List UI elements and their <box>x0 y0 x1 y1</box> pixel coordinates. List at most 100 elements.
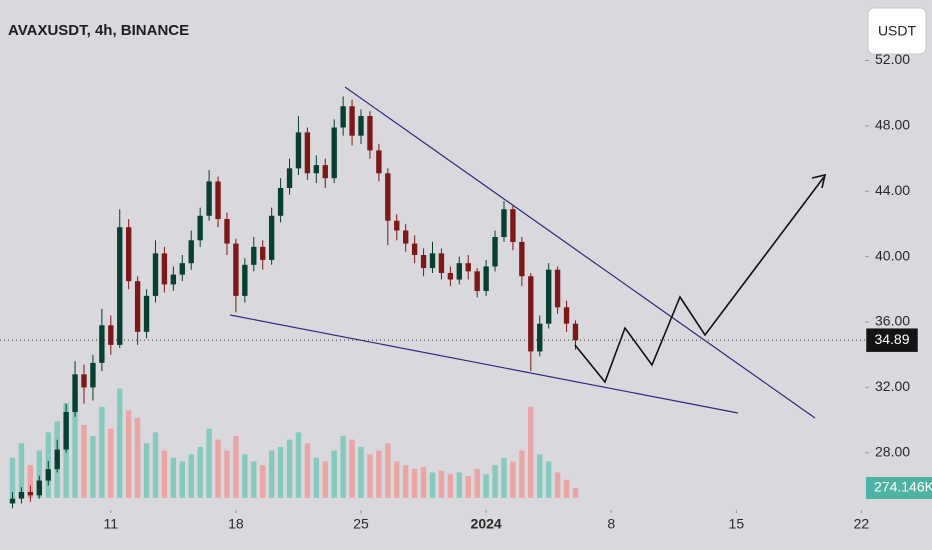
volume-bar <box>510 461 516 498</box>
forecast-arrowhead <box>811 173 827 189</box>
volume-bar <box>9 457 16 498</box>
volume-bar <box>563 479 570 498</box>
candle-body <box>242 264 248 296</box>
y-tick-label: 44.00 <box>875 182 910 198</box>
volume-bar <box>36 450 42 498</box>
axis-layer: 52.00 48.00 44.00 40.00 36.00 32.00 28.00 11 18 2… <box>0 51 932 532</box>
candle-body <box>90 362 96 388</box>
candle-body <box>179 263 185 275</box>
volume-bar <box>545 461 552 498</box>
candle-body <box>170 274 177 285</box>
x-tick-label: 22 <box>854 516 870 532</box>
candle-body <box>554 269 561 308</box>
candle-body <box>9 498 16 504</box>
candle-body <box>277 187 284 216</box>
currency-button[interactable] <box>867 7 927 55</box>
volume-bar <box>483 474 489 498</box>
volume-bar <box>206 428 212 498</box>
volume-bar <box>411 468 418 498</box>
volume-bar <box>420 466 427 498</box>
candle-body <box>322 165 328 179</box>
candle-body <box>483 266 489 291</box>
candle-body <box>331 127 337 179</box>
candle-body <box>501 209 507 238</box>
candle-body <box>286 168 293 188</box>
volume-bar <box>277 446 284 498</box>
candle-body <box>385 173 391 221</box>
volume-bar <box>170 457 177 498</box>
candle-body <box>215 181 221 220</box>
candle-body <box>563 307 570 324</box>
volume-bar <box>81 425 87 498</box>
x-tick-label: 2024 <box>471 516 502 532</box>
candle-body <box>411 243 418 255</box>
candle-body <box>161 253 168 285</box>
candle-body <box>63 411 69 450</box>
volume-bar <box>215 439 221 498</box>
candle-body <box>224 219 230 244</box>
candle-body <box>403 230 409 244</box>
candle-body <box>510 209 516 242</box>
candle-body <box>36 480 42 496</box>
volume-bar <box>125 410 132 498</box>
volume-bar <box>143 443 150 498</box>
candle-body <box>492 237 498 267</box>
candle-body <box>519 241 525 277</box>
x-tick-label: 25 <box>353 516 369 532</box>
y-tick-label: 28.00 <box>875 443 910 459</box>
volume-bar <box>108 428 114 498</box>
volume-bar <box>322 461 328 498</box>
candle-body <box>233 243 239 296</box>
volume-bar <box>492 465 498 498</box>
volume-bar <box>438 470 445 498</box>
volume-bar <box>117 388 123 498</box>
candle-body <box>72 374 78 412</box>
x-tick-label: 15 <box>729 516 745 532</box>
volume-bar <box>501 457 507 498</box>
volume-bar <box>403 465 409 498</box>
candle-body <box>465 263 471 272</box>
y-tick-label: 36.00 <box>875 313 910 329</box>
volume-bar <box>242 454 248 498</box>
candle-body <box>251 246 257 265</box>
candle-body <box>429 253 436 269</box>
volume-bar <box>313 457 320 498</box>
volume-bar <box>99 406 105 498</box>
candle-body <box>268 215 275 260</box>
candle-body <box>313 165 320 174</box>
last-volume-label: 274.146K <box>874 479 932 495</box>
candle-body <box>81 374 87 388</box>
volume-bar <box>474 468 480 498</box>
volume-bar <box>286 439 293 498</box>
y-tick-label: 48.00 <box>875 117 910 133</box>
candle-body <box>376 150 382 174</box>
candle-body <box>108 325 114 345</box>
currency-label[interactable]: USDT <box>878 23 917 39</box>
volume-bar <box>358 446 364 498</box>
chart-title: AVAXUSDT, 4h, BINANCE <box>8 22 189 39</box>
volume-bar <box>295 432 302 498</box>
candle-body <box>188 240 194 264</box>
volume-bar <box>90 435 96 498</box>
candle-body <box>134 281 141 332</box>
volume-bar <box>188 454 194 498</box>
volume-bar <box>233 435 239 498</box>
candle-body <box>420 255 427 269</box>
last-price-label: 34.89 <box>874 331 909 347</box>
volume-bar <box>224 450 230 498</box>
volume-bar <box>429 472 436 498</box>
candle-layer <box>9 96 579 509</box>
candle-body <box>537 323 543 352</box>
candle-body <box>545 269 552 324</box>
volume-bar <box>331 450 337 498</box>
candle-body <box>45 469 51 481</box>
candle-body <box>206 181 212 216</box>
candle-body <box>358 116 364 136</box>
candle-body <box>143 295 150 332</box>
candle-body <box>304 132 311 174</box>
x-tick-label: 18 <box>228 516 244 532</box>
candle-body <box>152 253 159 296</box>
candle-body <box>340 106 346 128</box>
